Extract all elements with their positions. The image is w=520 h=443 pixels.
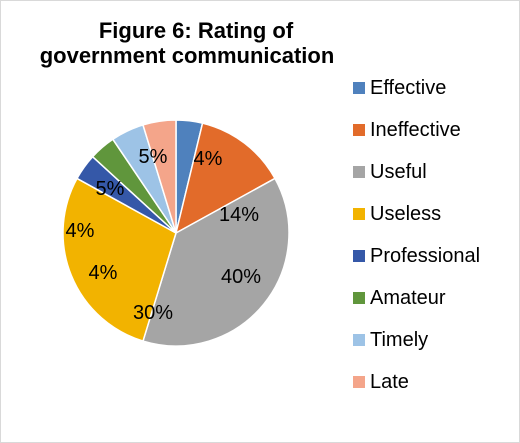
legend-item-useless: Useless [353,193,480,235]
slice-label-useful: 40% [221,266,261,288]
pie-slice-useless [62,177,177,343]
legend-label: Useful [370,160,427,183]
slice-label-late: 5% [139,146,168,168]
pie-slice-ineffective [174,122,276,235]
slice-label-professional: 4% [89,262,118,284]
legend-label: Timely [370,328,429,351]
legend-label: Amateur [370,286,446,309]
slice-label-useless: 30% [133,302,173,324]
legend-item-ineffective: Ineffective [353,109,480,151]
legend-item-effective: Effective [353,67,480,109]
legend-label: Professional [370,244,481,267]
chart-title-line-2: government communication [39,43,335,68]
legend-swatch [353,250,365,262]
legend-item-professional: Professional [353,235,480,277]
legend-swatch [353,208,365,220]
slice-label-effective: 4% [194,148,223,170]
legend-label: Late [370,370,409,393]
slice-label-amateur: 4% [66,220,95,242]
legend-swatch [353,166,365,178]
pie-slice-late [142,119,177,234]
legend-item-useful: Useful [353,151,480,193]
slice-label-timely: 5% [96,178,125,200]
legend-label: Ineffective [370,118,461,141]
slice-label-ineffective: 14% [219,204,259,226]
chart-title-line-1: Figure 6: Rating of [98,18,294,43]
legend-swatch [353,124,365,136]
legend-swatch [353,292,365,304]
legend-swatch [353,376,365,388]
legend-item-timely: Timely [353,319,480,361]
legend-label: Useless [370,202,442,225]
legend-swatch [353,334,365,346]
legend-label: Effective [370,76,447,99]
legend-swatch [353,82,365,94]
chart-legend: Effective Ineffective Useful Useless Profess… [353,67,480,403]
legend-item-amateur: Amateur [353,277,480,319]
pie-slice-useful [142,177,290,347]
legend-item-late: Late [353,361,480,403]
